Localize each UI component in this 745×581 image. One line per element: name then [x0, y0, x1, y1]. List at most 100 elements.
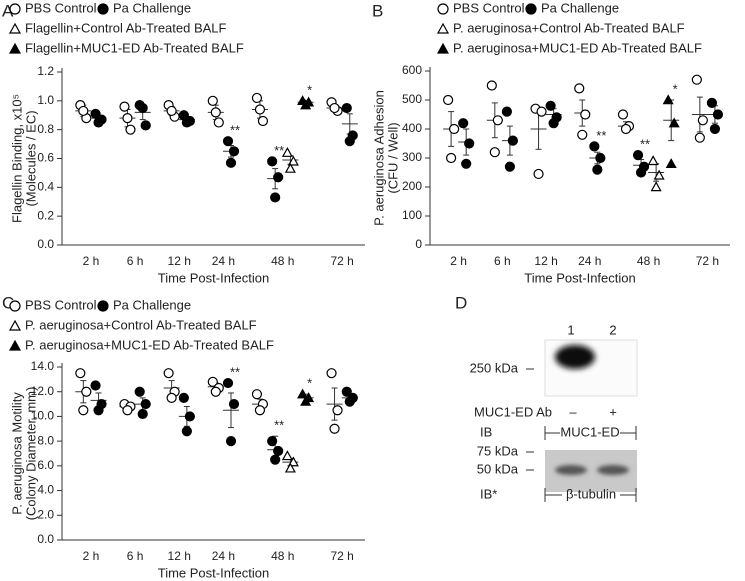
point [443, 94, 454, 106]
y-tick-label: 0.8 [37, 122, 54, 136]
point [297, 388, 309, 399]
y-axis-label: (CFU / Well) [385, 122, 400, 193]
x-tick-label: 12 h [168, 254, 191, 268]
point [653, 169, 665, 180]
x-tick-label: 72 h [330, 254, 353, 268]
point [329, 102, 340, 114]
point [341, 386, 352, 397]
legend-label: Flagellin+Control Ab-Treated BALF [25, 20, 227, 35]
point [344, 136, 355, 147]
point [650, 181, 662, 192]
point [504, 161, 515, 172]
point [213, 117, 224, 128]
x-tick-label: 72 h [696, 254, 719, 268]
legend-marker [525, 3, 537, 15]
point [210, 386, 221, 397]
significance: ** [640, 137, 650, 152]
point [257, 115, 269, 127]
point [119, 101, 130, 112]
y-tick-label: 200 [402, 179, 422, 193]
panel-letter: B [372, 1, 383, 20]
y-tick-label: 10.0 [31, 409, 55, 423]
significance: ** [274, 143, 284, 158]
legend-label: P. aeruginosa+MUC1-ED Ab-Treated BALF [25, 337, 274, 352]
y-tick-label: 6.0 [37, 458, 54, 472]
legend-label: Pa Challenge [541, 0, 619, 15]
point [668, 117, 680, 128]
significance: ** [230, 365, 240, 380]
lane-label: 2 [609, 322, 616, 337]
point [75, 368, 86, 379]
x-tick-label: 12 h [168, 549, 191, 563]
point [492, 115, 503, 126]
point [536, 106, 547, 117]
point [712, 109, 724, 120]
y-axis-label: (Molecules / EC) [23, 110, 38, 206]
treatment: – [569, 404, 577, 419]
blot-panel: D 1 2 250 kDa MUC1-ED Ab – + IB MUC1-ED … [455, 293, 638, 502]
marker-label: 50 kDa [477, 461, 519, 476]
point [662, 94, 674, 105]
point [122, 405, 133, 416]
point [632, 150, 644, 161]
x-tick-label: 6 h [127, 549, 144, 563]
point [273, 172, 284, 183]
significance: ** [274, 418, 284, 433]
point [647, 155, 659, 166]
point [665, 158, 677, 168]
y-tick-label: 2.0 [37, 507, 54, 521]
point [254, 405, 266, 416]
y-tick-label: 500 [402, 92, 422, 106]
point [81, 386, 92, 397]
y-tick-label: 0.0 [37, 237, 54, 251]
point [464, 138, 475, 149]
significance: ** [596, 128, 606, 143]
point [251, 92, 263, 104]
point [284, 462, 296, 473]
y-tick-label: 1.2 [37, 64, 54, 78]
legend-marker [8, 22, 22, 34]
point [181, 117, 192, 128]
point [281, 450, 293, 461]
marker-label: 250 kDa [470, 360, 519, 375]
x-tick-label: 2 h [450, 254, 467, 268]
x-axis-label: Time Post-Infection [524, 270, 636, 285]
y-tick-label: 12.0 [31, 384, 55, 398]
legend-label: P. aeruginosa+MUC1-ED Ab-Treated BALF [453, 40, 702, 55]
legend-marker [9, 3, 21, 15]
x-tick-label: 48 h [271, 549, 294, 563]
point [589, 141, 600, 152]
point [225, 436, 237, 447]
significance: * [307, 376, 312, 391]
point [592, 164, 603, 175]
x-axis-label: Time Post-Infection [158, 565, 270, 580]
y-tick-label: 4.0 [37, 483, 54, 497]
point [207, 376, 218, 387]
point [533, 168, 544, 180]
point [706, 97, 718, 109]
point [489, 147, 500, 158]
point [254, 104, 266, 115]
point [449, 123, 460, 135]
y-axis-label: Flagellin Binding, x10⁵ [9, 94, 24, 223]
x-tick-label: 48 h [637, 254, 660, 268]
legend-marker [437, 3, 449, 15]
point [446, 152, 457, 164]
y-tick-label: 0.2 [37, 208, 54, 222]
ib-label: IB* [480, 486, 497, 501]
y-tick-label: 100 [402, 208, 422, 222]
point [181, 426, 192, 437]
point [545, 100, 556, 111]
point [270, 192, 281, 203]
y-tick-label: 400 [402, 121, 422, 135]
x-tick-label: 6 h [494, 254, 511, 268]
blot-band [555, 465, 587, 475]
point [620, 123, 632, 135]
blot-band [597, 465, 629, 475]
legend-marker [8, 319, 22, 331]
y-axis-label: P. aeruginosa Motility [9, 392, 24, 515]
point [140, 120, 151, 131]
point [273, 445, 284, 457]
point [222, 136, 234, 147]
